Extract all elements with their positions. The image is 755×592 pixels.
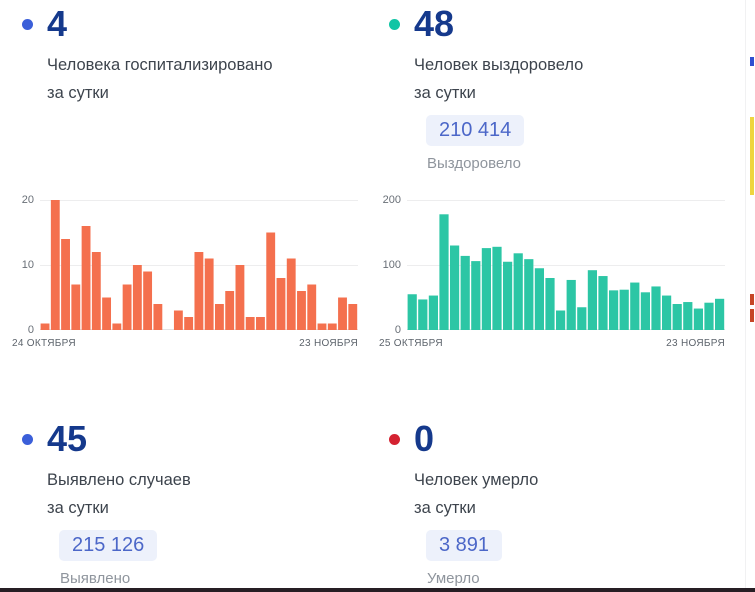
y-axis-labels: 200 100 0: [379, 194, 401, 336]
clipped-yellow-fragment: [750, 117, 754, 195]
y-tick-label: 10: [21, 259, 34, 271]
bottom-dark-divider: [0, 588, 755, 592]
label-line-2: за сутки: [414, 83, 476, 102]
y-tick-label: 200: [382, 194, 401, 206]
y-axis-labels: 20 10 0: [12, 194, 34, 336]
recovered-chart: 200 100 0 25 ОКТЯБРЯ 23 НОЯБРЯ: [379, 194, 725, 356]
x-end-label: 23 НОЯБРЯ: [299, 338, 358, 349]
x-start-label: 24 ОКТЯБРЯ: [12, 338, 76, 349]
deaths-total-badge: 3 891: [426, 530, 503, 561]
label-line-1: Выявлено случаев: [47, 471, 191, 489]
card-recovered: 48 Человек выздоровело за сутки 210 414 …: [367, 0, 727, 400]
label-line-1: Человека госпитализировано: [47, 56, 273, 74]
x-axis-labels: 25 ОКТЯБРЯ 23 НОЯБРЯ: [379, 338, 725, 349]
hospitalized-chart: 20 10 0 24 ОКТЯБРЯ 23 НОЯБРЯ: [12, 194, 358, 356]
recovered-daily-value: 48: [414, 3, 455, 44]
label-line-2: за сутки: [414, 498, 476, 517]
y-tick-label: 20: [21, 194, 34, 206]
x-start-label: 25 ОКТЯБРЯ: [379, 338, 443, 349]
deaths-total-label: Умерло: [427, 570, 480, 587]
y-tick-label: 100: [382, 259, 401, 271]
confirmed-label: Выявлено случаев за сутки: [47, 467, 191, 522]
x-axis-labels: 24 ОКТЯБРЯ 23 НОЯБРЯ: [12, 338, 358, 349]
clipped-red-fragment: [750, 294, 754, 305]
hospitalized-status-dot: [22, 19, 33, 30]
card-hospitalized: 4 Человека госпитализировано за сутки 20…: [0, 0, 360, 400]
hospitalized-label: Человека госпитализировано за сутки: [47, 52, 273, 107]
y-tick-label: 0: [394, 324, 401, 336]
card-deaths: 0 Человек умерло за сутки 3 891 Умерло: [367, 415, 727, 592]
deaths-label: Человек умерло за сутки: [414, 467, 538, 522]
card-confirmed: 45 Выявлено случаев за сутки 215 126 Выя…: [0, 415, 360, 592]
label-line-1: Человек выздоровело: [414, 56, 584, 74]
clipped-blue-fragment: [750, 57, 754, 66]
deaths-daily-value: 0: [414, 418, 435, 459]
y-tick-label: 0: [27, 324, 34, 336]
hospitalized-bars-plot[interactable]: [40, 200, 358, 331]
confirmed-daily-value: 45: [47, 418, 88, 459]
confirmed-total-badge: 215 126: [59, 530, 158, 561]
adjacent-panel-divider: [745, 0, 746, 592]
recovered-label: Человек выздоровело за сутки: [414, 52, 583, 107]
confirmed-total-label: Выявлено: [60, 570, 131, 587]
x-end-label: 23 НОЯБРЯ: [666, 338, 725, 349]
confirmed-status-dot: [22, 434, 33, 445]
hospitalized-daily-value: 4: [47, 3, 68, 44]
recovered-total-badge: 210 414: [426, 115, 525, 146]
label-line-1: Человек умерло: [414, 471, 539, 489]
label-line-2: за сутки: [47, 498, 109, 517]
recovered-bars-plot[interactable]: [407, 200, 725, 331]
recovered-total-label: Выздоровело: [427, 155, 522, 172]
label-line-2: за сутки: [47, 83, 109, 102]
deaths-status-dot: [389, 434, 400, 445]
recovered-status-dot: [389, 19, 400, 30]
clipped-red-fragment: [750, 309, 754, 322]
